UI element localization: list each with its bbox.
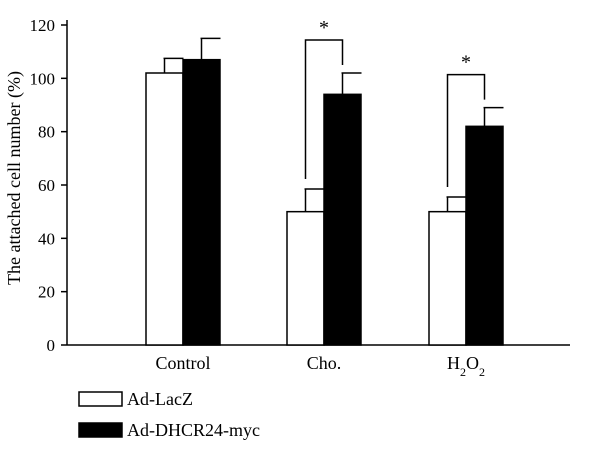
- significance-star: *: [319, 17, 329, 39]
- bar-ad-dhcr24-myc: [323, 93, 362, 346]
- y-axis-label: The attached cell number (%): [4, 71, 25, 285]
- chart-legend: Ad-LacZ Ad-DHCR24-myc: [78, 389, 260, 440]
- legend-label: Ad-LacZ: [127, 389, 193, 409]
- significance-bracket: [304, 39, 344, 179]
- x-category-label: Control: [155, 353, 210, 373]
- bar-ad-dhcr24-myc: [182, 58, 221, 346]
- significance-star: *: [461, 52, 471, 74]
- x-category-label: Cho.: [307, 353, 342, 373]
- bar-ad-lacz: [428, 210, 467, 346]
- bar-ad-lacz: [286, 210, 325, 346]
- y-tick-label: 100: [30, 69, 56, 88]
- chart-annotations: **: [304, 17, 486, 187]
- significance-bracket: [446, 73, 486, 187]
- bar-ad-lacz: [145, 72, 184, 346]
- x-category-label: H2O2: [447, 353, 485, 379]
- y-tick-label: 20: [38, 283, 55, 302]
- legend-swatch: [78, 422, 123, 438]
- chart-axes: 0 20 40 60 80 100 120 Control Cho. H2O2: [30, 16, 570, 379]
- chart-bars: [145, 37, 504, 346]
- legend-swatch: [78, 391, 123, 407]
- y-tick-label: 40: [38, 229, 55, 248]
- y-tick-label: 60: [38, 176, 55, 195]
- bar-ad-dhcr24-myc: [465, 125, 504, 346]
- y-tick-label: 120: [30, 16, 56, 35]
- legend-label: Ad-DHCR24-myc: [127, 420, 260, 440]
- y-tick-label: 80: [38, 123, 55, 142]
- y-tick-label: 0: [47, 336, 56, 355]
